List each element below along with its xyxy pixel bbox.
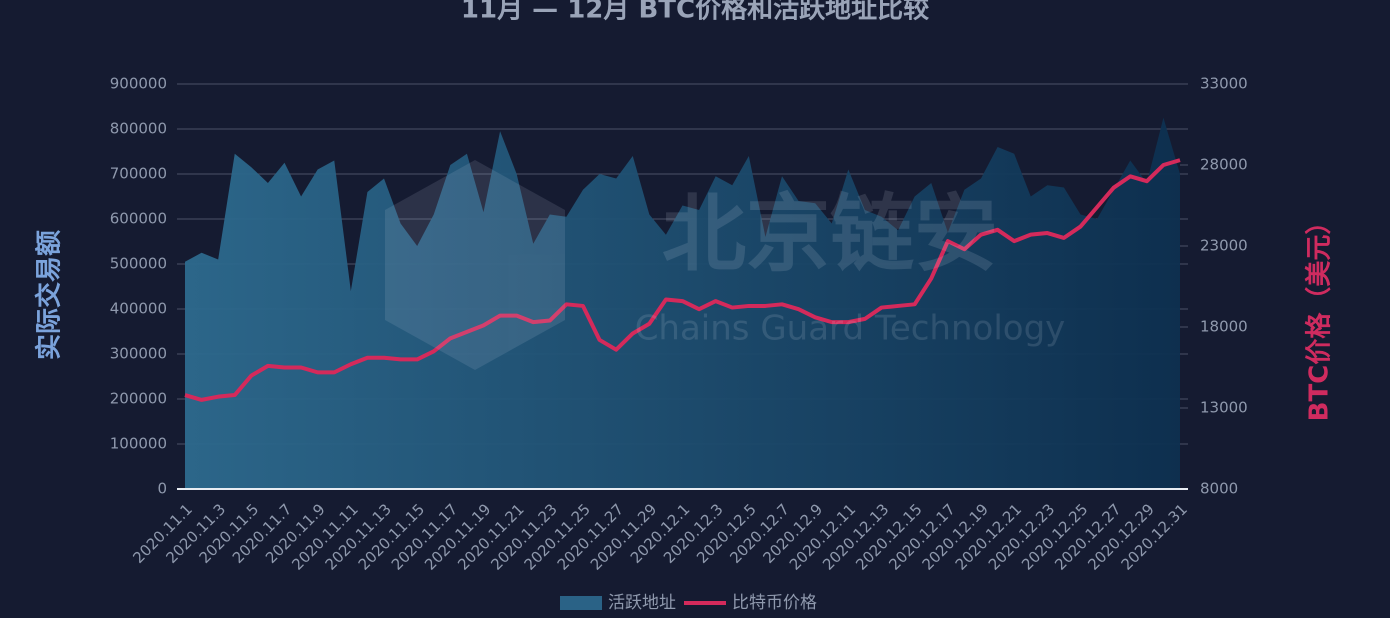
y2-tick-label: 28000 xyxy=(1200,156,1248,174)
line xyxy=(184,158,1181,402)
y-tick-label: 400000 xyxy=(110,300,167,318)
y-tick-label: 600000 xyxy=(110,210,167,228)
legend-label: 比特币价格 xyxy=(732,593,817,613)
y-tick-label: 0 xyxy=(157,480,167,498)
watermark-subtitle: Chains Guard Technology xyxy=(635,309,1066,349)
y-axis-label: 实际交易额 xyxy=(34,230,65,360)
watermark-text: 北京链安 xyxy=(662,185,998,283)
chart-title: 11月 — 12月 BTC价格和活跃地址比较 xyxy=(461,0,929,25)
legend-swatch xyxy=(560,596,602,610)
area xyxy=(185,117,1180,489)
y-tick-label: 300000 xyxy=(110,345,167,363)
y-tick-label: 900000 xyxy=(110,75,167,93)
y2-axis-label: BTC价格（美元） xyxy=(1304,209,1335,422)
y-tick-label: 800000 xyxy=(110,120,167,138)
y-tick-label: 500000 xyxy=(110,255,167,273)
y-tick-label: 200000 xyxy=(110,390,167,408)
watermark: 北京链安 Chains Guard Technology xyxy=(385,160,1065,370)
y2-tick-label: 18000 xyxy=(1200,318,1248,336)
y2-tick-label: 13000 xyxy=(1200,399,1248,417)
y2-tick-label: 23000 xyxy=(1200,237,1248,255)
y2-tick-label: 33000 xyxy=(1200,75,1248,93)
watermark-logo xyxy=(385,160,565,370)
y-tick-label: 100000 xyxy=(110,435,167,453)
y2-tick-label: 8000 xyxy=(1200,480,1238,498)
y-tick-label: 700000 xyxy=(110,165,167,183)
legend-label: 活跃地址 xyxy=(608,593,676,613)
